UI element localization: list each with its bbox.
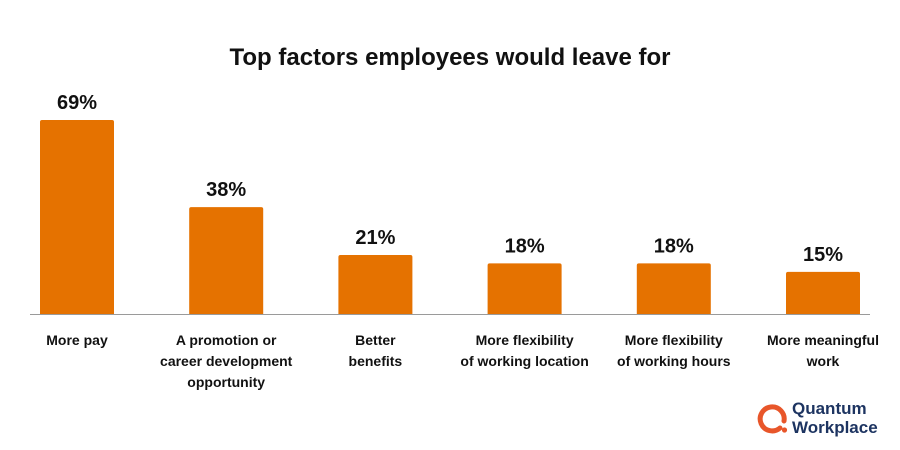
category-label: A promotion or career development opport… xyxy=(160,332,293,390)
bar xyxy=(487,263,562,314)
category-label: More flexibility of working hours xyxy=(617,332,731,369)
bar xyxy=(40,120,114,314)
category-label: More pay xyxy=(46,332,108,348)
data-label: 38% xyxy=(206,179,246,201)
category-label: More flexibility of working location xyxy=(460,332,589,369)
data-label: 18% xyxy=(505,235,545,257)
logo-text: Quantum Workplace xyxy=(792,399,878,437)
chart-title: Top factors employees would leave for xyxy=(229,44,671,71)
bar xyxy=(636,263,711,314)
data-label: 21% xyxy=(355,227,395,249)
bar xyxy=(338,254,413,314)
category-label: Better benefits xyxy=(348,332,403,369)
bar xyxy=(189,207,264,314)
bar xyxy=(786,271,860,314)
quantum-workplace-logo: Quantum Workplace xyxy=(756,399,896,439)
data-label: 18% xyxy=(654,235,694,257)
data-label: 15% xyxy=(803,244,843,266)
category-label: More meaningful work xyxy=(766,332,879,369)
logo-ring-icon xyxy=(757,404,788,434)
data-label: 69% xyxy=(57,92,97,114)
